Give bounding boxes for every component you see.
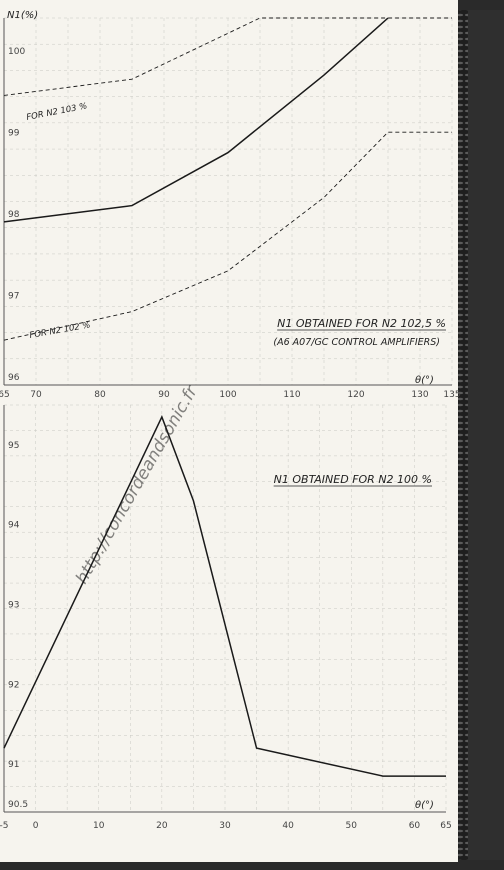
x-tick-label: 10 (93, 821, 105, 831)
x-tick-label: 100 (219, 390, 236, 400)
y-tick-label: 96 (8, 373, 20, 383)
binder-cover (468, 10, 504, 860)
x-tick-label: 70 (30, 390, 42, 400)
x-tick-label: 65 (0, 390, 10, 400)
x-tick-label: 90 (158, 390, 170, 400)
series-line-1 (3, 415, 446, 777)
series-line-2 (3, 17, 389, 223)
y-tick-label: 93 (8, 600, 19, 610)
x-tick-label: 60 (409, 821, 421, 831)
top-chart-title: N1 OBTAINED FOR N2 102,5 % (277, 317, 446, 330)
y-tick-label: 94 (8, 521, 20, 531)
x-tick-label: 130 (411, 390, 428, 400)
y-tick-label: 97 (8, 291, 19, 301)
y-tick-label: 98 (8, 210, 20, 220)
binder-rings (458, 10, 468, 860)
x-tick-label: 0 (33, 821, 39, 831)
y-tick-label: 99 (8, 128, 20, 138)
x-tick-label: 20 (156, 821, 168, 831)
x-tick-label: 110 (283, 390, 300, 400)
bottom-chart-title: N1 OBTAINED FOR N2 100 % (274, 473, 432, 486)
x-tick-label: 40 (282, 821, 294, 831)
bottom-chart: -5 0 10 20 30 40 50 60 65 90.5 91 92 93 94 95 θ(°) N1 OB… (0, 404, 452, 831)
x-axis-label: θ(°) (415, 800, 434, 811)
x-axis-label: θ(°) (415, 375, 434, 386)
x-tick-label: 50 (346, 821, 358, 831)
series-line-1 (3, 17, 452, 96)
x-tick-label: -5 (0, 821, 8, 831)
x-tick-label: 80 (94, 390, 106, 400)
x-tick-label: 30 (219, 821, 231, 831)
top-chart: 65 70 80 90 100 110 120 130 135 96 97 98 99 100 N1(%) θ… (0, 10, 461, 400)
y-tick-label: 95 (8, 441, 19, 451)
series-line-3 (3, 131, 452, 341)
y-axis-label: N1(%) (7, 10, 38, 21)
top-chart-subtitle: (A6 A07/GC CONTROL AMPLIFIERS) (273, 337, 440, 348)
paper (0, 0, 458, 862)
x-tick-label: 120 (347, 390, 364, 400)
x-tick-label: 65 (440, 821, 451, 831)
x-tick-label: 135 (443, 390, 460, 400)
y-tick-label: 90.5 (8, 800, 28, 810)
y-tick-label: 100 (8, 47, 25, 57)
y-tick-label: 91 (8, 760, 19, 770)
y-tick-label: 92 (8, 680, 19, 690)
